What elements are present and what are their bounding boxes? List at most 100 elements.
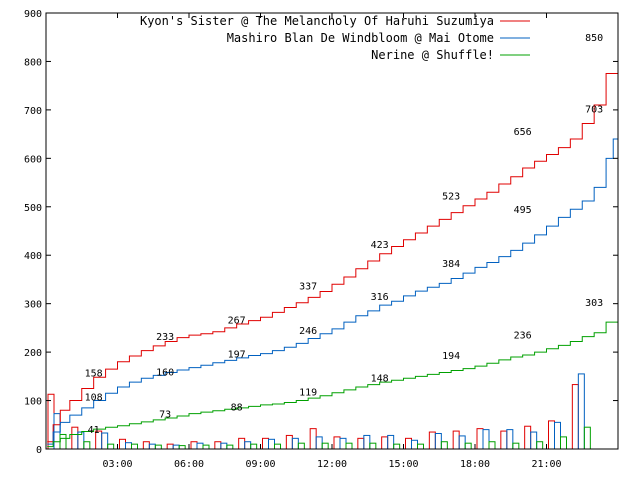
- y-tick-label: 300: [24, 300, 42, 311]
- x-tick-label: 21:00: [531, 459, 561, 470]
- bar-mark: [482, 429, 490, 450]
- bar-mark: [458, 435, 466, 450]
- bar-mark: [476, 428, 484, 450]
- point-label: 316: [371, 292, 389, 303]
- point-label: 88: [231, 402, 243, 413]
- bar-mark: [411, 439, 418, 450]
- point-label: 148: [371, 373, 389, 384]
- y-tick-label: 200: [24, 348, 42, 359]
- legend-label: Kyon's Sister @ The Melancholy Of Haruhi…: [140, 14, 494, 28]
- x-tick-label: 03:00: [102, 459, 132, 470]
- point-label: 703: [585, 104, 603, 115]
- point-label: 119: [299, 387, 317, 398]
- x-tick-label: 12:00: [317, 459, 347, 470]
- plot-frame: [45, 12, 619, 450]
- bar-mark: [577, 373, 585, 450]
- bar-mark: [536, 441, 544, 450]
- bar-mark: [524, 425, 532, 450]
- bar-mark: [125, 442, 132, 450]
- y-tick-label: 800: [24, 57, 42, 68]
- bar-mark: [363, 434, 371, 450]
- bar-mark: [321, 442, 329, 450]
- bar-mark: [530, 431, 538, 450]
- y-tick-label: 700: [24, 106, 42, 117]
- bar-mark: [345, 442, 353, 450]
- x-tick-label: 15:00: [388, 459, 418, 470]
- bar-mark: [339, 437, 347, 450]
- point-label: 850: [585, 33, 603, 44]
- point-label: 73: [159, 410, 171, 421]
- point-label: 267: [228, 316, 246, 327]
- point-label: 108: [85, 393, 103, 404]
- bar-mark: [202, 444, 210, 450]
- point-label: 246: [299, 326, 317, 337]
- x-tick-label: 09:00: [245, 459, 275, 470]
- bar-mark: [190, 441, 198, 450]
- point-label: 656: [514, 127, 532, 138]
- y-tick-label: 600: [24, 154, 42, 165]
- bar-mark: [315, 436, 323, 450]
- bar-mark: [131, 443, 138, 450]
- bar-mark: [274, 443, 281, 450]
- bar-mark: [440, 441, 448, 450]
- bar-mark: [172, 444, 180, 450]
- point-label: 197: [228, 350, 246, 361]
- point-label: 495: [514, 205, 532, 216]
- y-tick-label: 100: [24, 397, 42, 408]
- bar-mark: [250, 443, 258, 450]
- bar-mark: [571, 384, 579, 450]
- bar-mark: [381, 436, 389, 450]
- bar-mark: [262, 437, 269, 450]
- bar-mark: [512, 442, 520, 450]
- point-label: 194: [442, 351, 460, 362]
- bar-mark: [333, 436, 341, 450]
- bar-mark: [428, 431, 436, 450]
- series-line: [47, 302, 619, 448]
- bar-mark: [405, 437, 412, 450]
- x-tick-label: 18:00: [460, 459, 490, 470]
- bar-mark: [387, 434, 395, 450]
- y-tick-label: 0: [36, 445, 42, 456]
- point-label: 423: [371, 240, 389, 251]
- bar-mark: [196, 442, 204, 450]
- point-label: 233: [156, 332, 174, 343]
- point-label: 303: [585, 298, 603, 309]
- y-tick-label: 900: [24, 9, 42, 20]
- bar-mark: [71, 426, 79, 450]
- bar-mark: [452, 430, 460, 450]
- point-label: 41: [88, 425, 100, 436]
- bar-mark: [101, 432, 109, 450]
- legend-label: Mashiro Blan De Windbloom @ Mai Otome: [227, 31, 494, 45]
- y-tick-label: 500: [24, 203, 42, 214]
- bar-mark: [53, 413, 61, 450]
- bar-mark: [434, 432, 442, 450]
- bar-mark: [166, 443, 174, 450]
- bar-mark: [560, 436, 567, 450]
- bar-mark: [148, 443, 156, 450]
- point-label: 160: [156, 367, 174, 378]
- bar-mark: [214, 441, 222, 450]
- bar-mark: [285, 434, 293, 450]
- bar-mark: [548, 420, 555, 450]
- bar-mark: [297, 442, 305, 450]
- bar-mark: [83, 441, 91, 450]
- bar-mark: [178, 445, 186, 450]
- point-label: 384: [442, 259, 460, 270]
- series-line: [47, 108, 619, 445]
- y-tick-label: 400: [24, 251, 42, 262]
- point-label: 236: [514, 331, 532, 342]
- bar-mark: [107, 443, 115, 450]
- bar-mark: [142, 441, 150, 450]
- legend-label: Nerine @ Shuffle!: [371, 48, 494, 62]
- bar-mark: [59, 433, 67, 450]
- bar-mark: [309, 428, 317, 450]
- x-tick-label: 06:00: [174, 459, 204, 470]
- bar-mark: [244, 441, 252, 450]
- bar-mark: [220, 442, 228, 450]
- point-label: 523: [442, 192, 460, 203]
- bar-mark: [506, 429, 514, 450]
- bar-mark: [154, 444, 162, 450]
- bar-mark: [583, 426, 591, 450]
